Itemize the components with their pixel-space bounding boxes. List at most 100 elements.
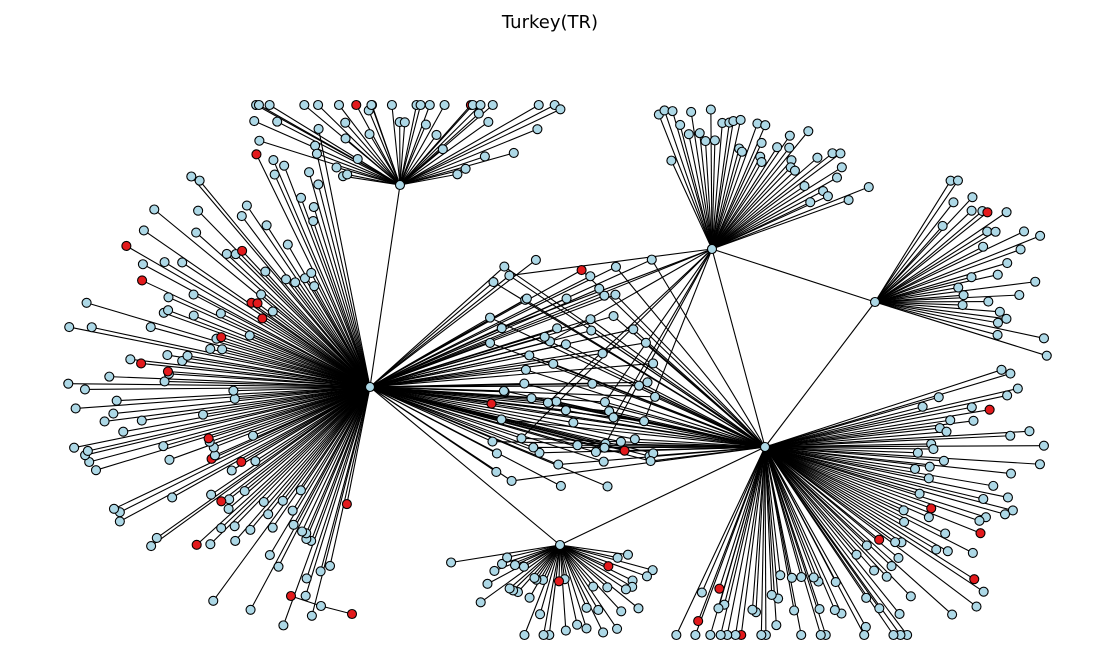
graph-node — [484, 312, 496, 323]
graph-node — [772, 142, 783, 153]
graph-edge — [605, 248, 713, 444]
graph-node — [431, 129, 442, 140]
graph-edge — [141, 279, 371, 388]
graph-node — [487, 436, 498, 447]
graph-edge — [604, 401, 766, 448]
graph-edge — [764, 406, 923, 448]
graph-node — [306, 610, 317, 621]
graph-node — [163, 305, 174, 316]
graph-node — [258, 496, 269, 508]
graph-edge — [764, 446, 1006, 515]
graph-edge — [306, 386, 371, 579]
graph-node — [958, 290, 969, 301]
graph-edge — [259, 140, 401, 186]
graph-edge — [711, 122, 730, 250]
graph-edge — [226, 253, 371, 388]
edge-layer — [68, 104, 1047, 636]
graph-node — [206, 489, 217, 500]
graph-node — [1005, 368, 1016, 379]
graph-node — [971, 601, 982, 612]
graph-edge — [559, 544, 627, 590]
graph-edge — [559, 544, 599, 611]
graph-node — [1002, 257, 1013, 269]
graph-node — [1041, 350, 1052, 361]
graph-node — [145, 322, 156, 333]
graph-node — [966, 272, 977, 283]
graph-node — [999, 509, 1011, 520]
graph-edge — [209, 386, 371, 443]
graph-node-highlight — [257, 313, 268, 324]
graph-edge — [369, 386, 504, 392]
graph-node — [869, 565, 880, 576]
graph-node-highlight — [237, 245, 248, 256]
graph-node — [789, 605, 800, 616]
graph-edge — [369, 288, 600, 388]
graph-edge — [272, 159, 371, 388]
graph-node — [340, 117, 351, 128]
graph-node-highlight — [346, 608, 358, 620]
graph-node — [288, 519, 299, 530]
graph-node — [966, 402, 977, 413]
graph-node-highlight — [603, 561, 614, 572]
graph-node — [273, 561, 284, 572]
graph-node — [814, 603, 825, 615]
graph-edge — [241, 215, 371, 388]
graph-node — [1002, 390, 1013, 401]
graph-edge — [116, 386, 371, 402]
graph-node — [771, 620, 782, 631]
graph-edge — [255, 386, 371, 462]
graph-node — [886, 561, 897, 572]
graph-node — [983, 296, 994, 307]
graph-edge — [764, 446, 918, 454]
graph-node — [756, 156, 767, 168]
graph-node-highlight — [351, 99, 362, 111]
graph-edge — [764, 446, 930, 518]
graph-node — [874, 603, 885, 614]
graph-edge — [874, 274, 998, 303]
graph-node — [978, 493, 989, 505]
graph-edge — [553, 363, 766, 448]
graph-edge — [760, 446, 766, 636]
graph-edge — [704, 141, 713, 250]
graph-node — [256, 289, 267, 300]
graph-node — [928, 444, 939, 455]
graph-node — [542, 397, 553, 408]
graph-edge — [399, 124, 427, 186]
graph-node — [690, 629, 701, 641]
graph-edge — [874, 211, 988, 303]
graph-edge — [399, 104, 418, 186]
graph-node — [730, 629, 741, 641]
graph-node — [851, 549, 862, 560]
graph-edge — [874, 210, 973, 303]
graph-node — [504, 583, 515, 594]
graph-edge — [559, 544, 648, 577]
graph-node — [937, 220, 948, 231]
graph-node — [299, 273, 310, 284]
graph-edge — [874, 301, 1047, 357]
graph-node-highlight — [236, 456, 247, 467]
graph-edge — [559, 544, 588, 629]
graph-node — [221, 248, 232, 260]
graph-edge — [751, 446, 766, 610]
graph-node — [399, 117, 410, 128]
graph-edge — [764, 427, 940, 448]
graph-node — [675, 119, 686, 131]
graph-edge — [764, 446, 773, 595]
graph-node-highlight — [162, 366, 173, 377]
graph-node — [488, 277, 499, 288]
graph-edge — [764, 446, 930, 468]
graph-node — [125, 354, 136, 365]
graph-edge — [874, 248, 1021, 303]
graph-node — [552, 323, 563, 334]
graph-node — [967, 192, 978, 203]
graph-edge — [320, 386, 371, 572]
graph-node — [1030, 276, 1041, 287]
graph-edge — [874, 301, 1045, 339]
graph-edge — [272, 386, 371, 528]
graph-edge — [675, 446, 766, 636]
graph-node — [79, 384, 91, 395]
graph-edge — [509, 544, 561, 589]
graph-edge — [214, 386, 371, 456]
graph-node — [460, 163, 471, 174]
graph-node — [1002, 492, 1013, 503]
